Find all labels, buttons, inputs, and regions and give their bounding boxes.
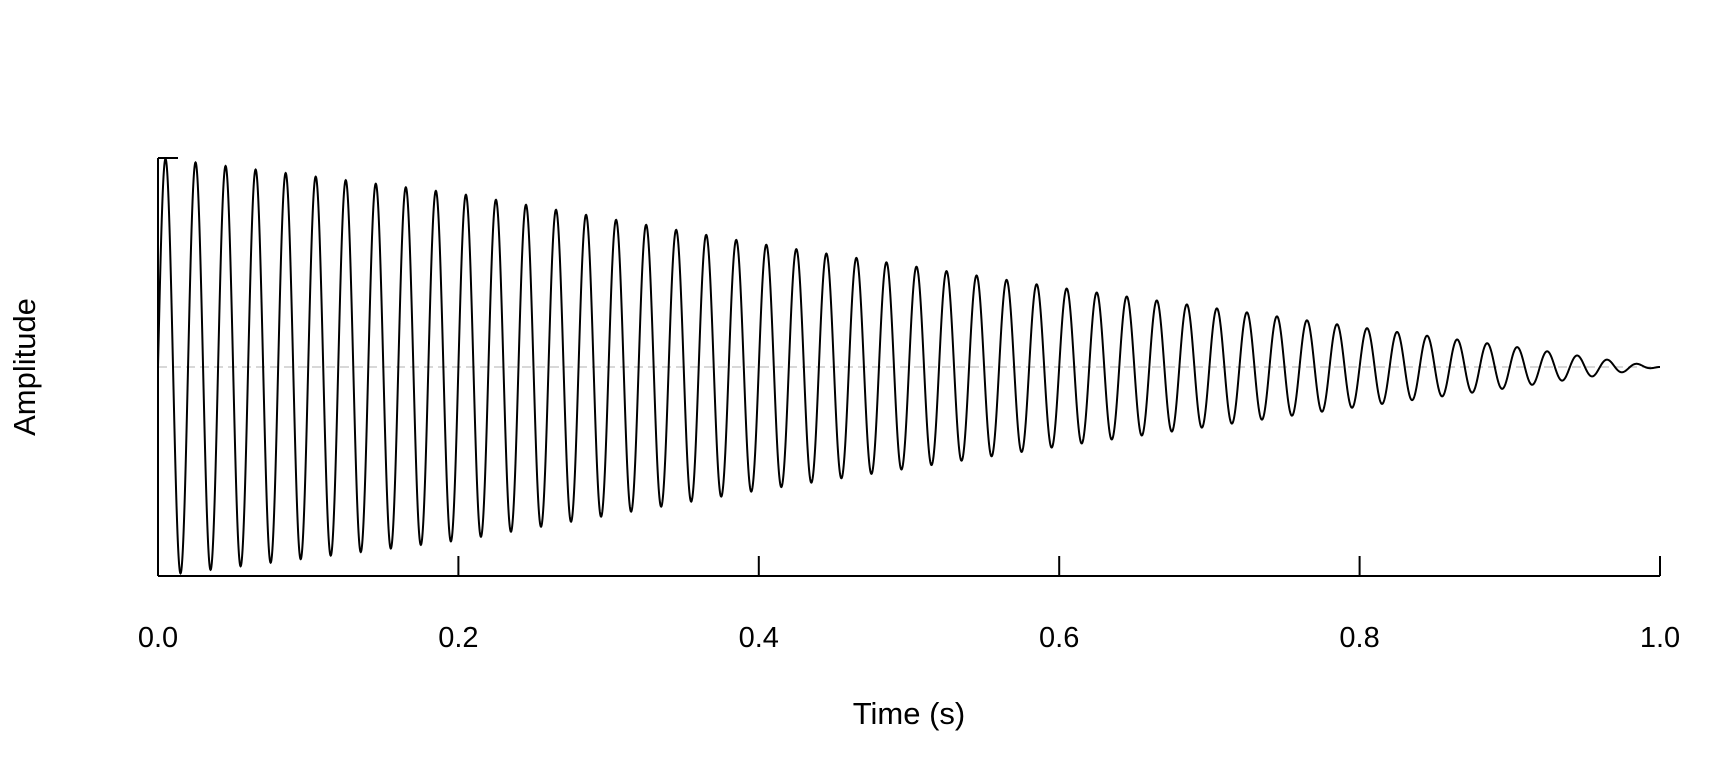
x-tick-label: 0.8 [1339,622,1379,654]
x-axis-title: Time (s) [853,696,966,731]
x-tick-label: 1.0 [1640,622,1680,654]
x-tick-label: 0.6 [1039,622,1079,654]
x-tick-label: 0.4 [739,622,779,654]
signal-line [157,157,1660,575]
x-tick-label: 0.0 [138,622,178,654]
y-axis [157,157,178,576]
y-axis-title: Amplitude [7,298,42,436]
x-tick-label: 0.2 [438,622,478,654]
x-axis: 0.0 0.2 0.4 0.6 0.8 1.0 [138,556,1680,654]
